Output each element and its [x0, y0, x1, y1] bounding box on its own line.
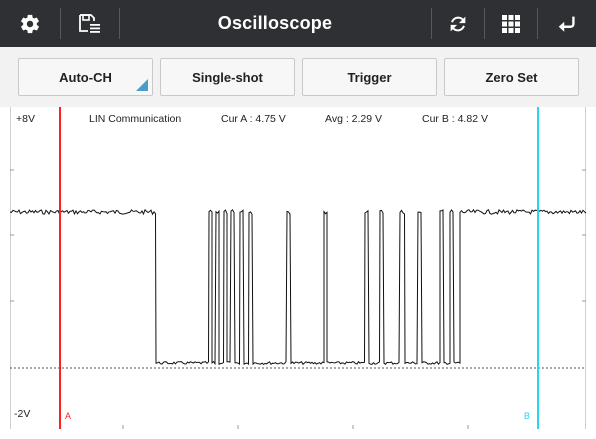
refresh-button[interactable]: [432, 0, 484, 47]
channel-name-label: LIN Communication: [89, 113, 182, 125]
gear-icon: [21, 14, 39, 33]
scope-frame: [10, 107, 586, 429]
single-shot-label: Single-shot: [192, 69, 263, 85]
bottom-voltage-label: -2V: [14, 408, 31, 420]
back-icon: [558, 16, 575, 32]
cursor-a-readout: Cur A : 4.75 V: [221, 113, 286, 125]
axis-ticks: [10, 169, 586, 429]
cursor-a-label: A: [65, 411, 72, 421]
cursor-b-readout: Cur B : 4.82 V: [422, 113, 488, 125]
back-button[interactable]: [538, 0, 596, 47]
cursor-b-label: B: [524, 411, 531, 421]
control-toolbar: Auto-CH Single-shot Trigger Zero Set: [0, 47, 596, 107]
grid-button[interactable]: [485, 0, 537, 47]
trigger-button[interactable]: Trigger: [302, 58, 437, 96]
refresh-icon: [450, 16, 466, 31]
trigger-label: Trigger: [347, 69, 392, 85]
auto-ch-button[interactable]: Auto-CH: [18, 58, 153, 96]
average-readout: Avg : 2.29 V: [325, 113, 383, 125]
waveform-plot: [9, 107, 587, 429]
zero-set-label: Zero Set: [485, 69, 538, 85]
single-shot-button[interactable]: Single-shot: [160, 58, 295, 96]
dropdown-corner-icon: [136, 79, 148, 91]
scope-display[interactable]: +8V LIN Communication Cur A : 4.75 V Avg…: [0, 107, 596, 439]
zero-set-button[interactable]: Zero Set: [444, 58, 579, 96]
top-voltage-label: +8V: [16, 113, 35, 125]
title-bar: Oscilloscope: [0, 0, 596, 47]
page-title: Oscilloscope: [217, 13, 333, 33]
lin-waveform-trace: [9, 208, 587, 366]
settings-button[interactable]: [0, 0, 60, 47]
save-list-icon: [79, 13, 100, 33]
grid-icon: [502, 14, 520, 33]
save-button[interactable]: [61, 0, 119, 47]
auto-ch-label: Auto-CH: [59, 69, 112, 85]
